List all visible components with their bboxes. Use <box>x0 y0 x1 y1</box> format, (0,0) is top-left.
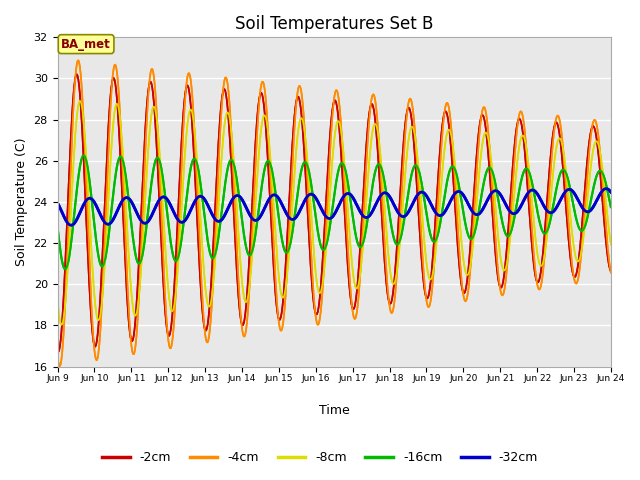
-32cm <box>403 212 410 218</box>
-2cm <box>54 348 61 354</box>
-8cm <box>76 98 84 104</box>
-32cm <box>207 208 214 214</box>
-8cm <box>403 151 411 157</box>
-16cm <box>419 189 427 195</box>
Line: -8cm: -8cm <box>58 101 611 325</box>
-16cm <box>61 266 69 272</box>
-4cm <box>74 58 82 63</box>
-4cm <box>122 250 130 255</box>
-8cm <box>65 255 72 261</box>
-8cm <box>58 322 65 328</box>
Line: -4cm: -4cm <box>58 60 611 366</box>
Y-axis label: Soil Temperature (C): Soil Temperature (C) <box>15 138 28 266</box>
-16cm <box>607 204 614 210</box>
-8cm <box>207 296 215 302</box>
-8cm <box>179 194 186 200</box>
-2cm <box>207 276 215 281</box>
-16cm <box>403 199 411 204</box>
-32cm <box>177 219 185 225</box>
-32cm <box>419 189 426 195</box>
-4cm <box>56 363 63 369</box>
-4cm <box>65 226 72 232</box>
Line: -2cm: -2cm <box>58 74 611 352</box>
-4cm <box>54 353 61 359</box>
-4cm <box>179 148 186 154</box>
-16cm <box>54 224 61 229</box>
-32cm <box>602 186 610 192</box>
-16cm <box>65 259 72 264</box>
-8cm <box>607 241 614 247</box>
-8cm <box>122 205 130 211</box>
-16cm <box>122 175 130 181</box>
Text: BA_met: BA_met <box>61 37 111 50</box>
-16cm <box>179 231 186 237</box>
-2cm <box>607 268 614 274</box>
Title: Soil Temperatures Set B: Soil Temperatures Set B <box>235 15 433 33</box>
-32cm <box>122 195 129 201</box>
-32cm <box>64 220 72 226</box>
-2cm <box>419 274 427 280</box>
-4cm <box>607 270 614 276</box>
Line: -32cm: -32cm <box>58 189 611 225</box>
Line: -16cm: -16cm <box>58 156 611 269</box>
-4cm <box>419 262 427 268</box>
-32cm <box>54 200 61 206</box>
-32cm <box>68 222 76 228</box>
-32cm <box>607 189 614 195</box>
-2cm <box>122 276 130 282</box>
-4cm <box>403 111 411 117</box>
-2cm <box>179 127 186 133</box>
X-axis label: Time: Time <box>319 404 349 417</box>
-2cm <box>65 190 72 196</box>
-2cm <box>73 72 81 77</box>
-2cm <box>54 349 62 355</box>
Legend: -2cm, -4cm, -8cm, -16cm, -32cm: -2cm, -4cm, -8cm, -16cm, -32cm <box>97 446 543 469</box>
-8cm <box>54 297 61 302</box>
-16cm <box>207 254 215 260</box>
-2cm <box>403 109 411 115</box>
-16cm <box>80 153 88 158</box>
-8cm <box>419 225 427 230</box>
-4cm <box>207 307 215 313</box>
